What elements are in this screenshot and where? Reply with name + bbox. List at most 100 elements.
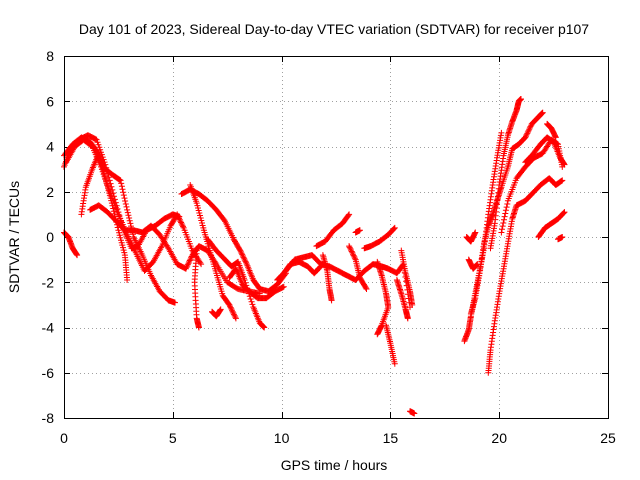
data-point xyxy=(124,209,131,216)
data-point xyxy=(506,126,513,133)
data-point xyxy=(229,308,236,315)
y-tick-label: 2 xyxy=(46,184,54,200)
x-axis-label: GPS time / hours xyxy=(281,457,388,473)
data-point xyxy=(179,222,186,229)
data-point xyxy=(217,306,224,313)
series-arc34 xyxy=(555,234,566,243)
data-point xyxy=(227,304,234,311)
data-point xyxy=(122,201,129,207)
data-point xyxy=(560,210,567,217)
data-point xyxy=(174,211,181,218)
data-point xyxy=(498,129,505,136)
data-point xyxy=(178,219,185,226)
data-point xyxy=(346,211,353,218)
data-point xyxy=(499,223,506,230)
x-tick-labels: 0 5 10 15 20 25 xyxy=(60,430,616,446)
data-point xyxy=(500,220,507,226)
data-point xyxy=(110,205,117,212)
data-point xyxy=(124,277,131,283)
plot-frame xyxy=(64,56,609,419)
y-tick-label: 0 xyxy=(46,229,54,245)
series-arc19 xyxy=(374,258,392,338)
series-arc4 xyxy=(78,150,131,283)
data-point xyxy=(126,217,133,224)
data-point xyxy=(363,286,370,292)
data-point xyxy=(374,331,381,338)
data-point xyxy=(391,224,398,231)
x-tick-label: 20 xyxy=(491,430,507,446)
series-arc14 xyxy=(313,211,353,250)
data-point xyxy=(174,212,181,219)
data-point xyxy=(474,261,481,268)
y-axis-label: SDTVAR / TECUs xyxy=(6,181,22,293)
data-point xyxy=(502,210,509,217)
data-point xyxy=(241,255,248,262)
data-point xyxy=(527,123,534,130)
data-point xyxy=(351,255,358,262)
data-point xyxy=(552,134,559,141)
series-arc16 xyxy=(346,243,370,292)
y-tick-label: 8 xyxy=(46,48,54,64)
y-tick-label: -6 xyxy=(42,365,55,381)
x-tick-label: 10 xyxy=(274,430,290,446)
data-point xyxy=(175,214,182,221)
data-point xyxy=(356,227,363,234)
data-point xyxy=(559,177,566,184)
data-point xyxy=(120,189,127,196)
data-point xyxy=(184,261,191,268)
series-arc17 xyxy=(352,227,363,236)
series-arc27 xyxy=(465,256,481,272)
data-point xyxy=(230,311,237,318)
data-points xyxy=(61,96,568,417)
data-point xyxy=(348,248,355,255)
data-point xyxy=(346,244,353,251)
data-point xyxy=(328,297,335,304)
data-point xyxy=(74,252,81,259)
data-point xyxy=(561,209,568,216)
data-point xyxy=(177,218,184,225)
data-point xyxy=(351,253,358,260)
data-point xyxy=(499,226,505,233)
series-arc35 xyxy=(61,229,81,259)
series-arc29 xyxy=(487,96,524,252)
series-arc23 xyxy=(407,408,418,417)
data-point xyxy=(184,263,191,269)
data-point xyxy=(127,220,134,227)
x-tick-label: 25 xyxy=(600,430,616,446)
series-arc10 xyxy=(209,306,224,320)
data-point xyxy=(345,212,352,219)
data-point xyxy=(559,234,566,240)
data-point xyxy=(228,305,235,312)
data-point xyxy=(261,324,268,331)
data-point xyxy=(247,296,254,302)
data-point xyxy=(248,298,255,305)
series-arc33 xyxy=(535,209,568,240)
chart-title: Day 101 of 2023, Sidereal Day-to-day VTE… xyxy=(79,21,589,37)
data-point xyxy=(232,314,239,321)
data-point xyxy=(176,215,183,222)
data-point xyxy=(187,256,194,263)
data-point xyxy=(124,206,131,213)
data-point xyxy=(182,265,189,272)
data-point xyxy=(230,310,237,316)
series-arc32 xyxy=(544,120,559,141)
series-arc9 xyxy=(204,236,268,331)
data-point xyxy=(195,324,202,331)
data-point xyxy=(390,226,397,233)
data-point xyxy=(123,203,130,210)
series-arc31 xyxy=(522,134,568,168)
data-point xyxy=(172,299,178,306)
data-point xyxy=(362,284,369,291)
data-point xyxy=(118,180,125,187)
data-point xyxy=(239,253,246,259)
series-arc2 xyxy=(63,136,205,274)
data-point xyxy=(503,204,510,211)
data-point xyxy=(198,261,205,268)
y-tick-labels: -8 -6 -4 -2 0 2 4 6 8 xyxy=(42,48,55,426)
data-point xyxy=(122,198,129,204)
data-point xyxy=(186,257,193,264)
data-point xyxy=(119,186,126,193)
data-point xyxy=(523,131,530,138)
data-point xyxy=(498,229,505,236)
series-arc22 xyxy=(398,247,416,308)
